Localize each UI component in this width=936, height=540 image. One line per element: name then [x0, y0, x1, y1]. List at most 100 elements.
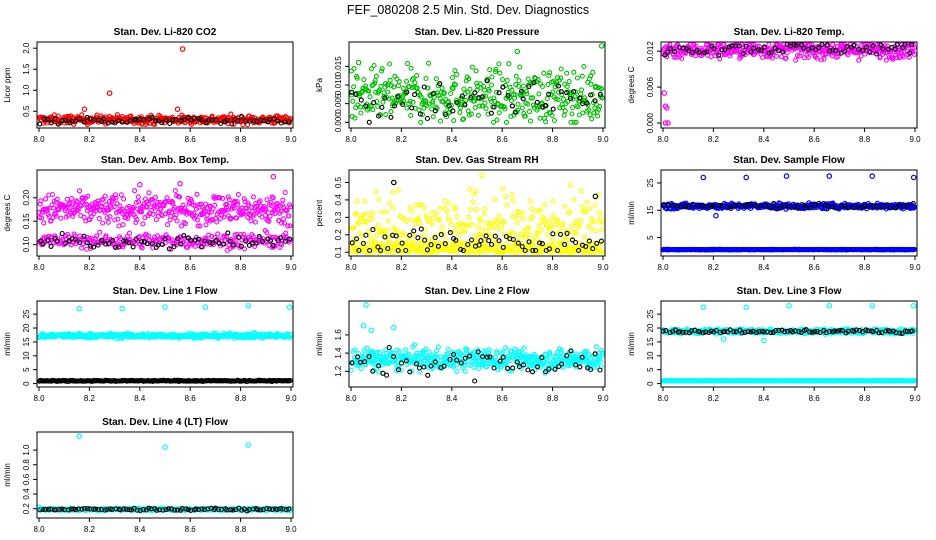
data-point-upper: [134, 217, 140, 223]
data-point-second: [531, 80, 537, 86]
data-point-upper: [503, 194, 509, 200]
data-point-second: [76, 116, 83, 122]
data-point-upper: [538, 227, 544, 233]
data-point-second: [743, 43, 749, 49]
x-tick-label: 8.6: [185, 263, 197, 272]
data-point-upper: [279, 220, 285, 226]
data-point-upper: [74, 199, 80, 205]
data-point-bulk: [366, 88, 372, 94]
data-point-bulk: [489, 74, 495, 80]
data-point-upper: [170, 200, 176, 206]
data-point-bulk: [569, 111, 575, 117]
data-point-second: [505, 92, 511, 98]
data-point-bulk: [351, 84, 357, 90]
data-point-second: [512, 109, 518, 115]
data-point-second: [371, 100, 377, 106]
data-point-upper: [439, 224, 445, 230]
data-point-bulk: [468, 111, 474, 117]
data-point-upper: [266, 218, 272, 224]
x-tick-label: 8.0: [33, 135, 45, 144]
data-point-upper: [270, 195, 276, 201]
data-point-bulk: [519, 105, 525, 111]
data-point-second: [358, 97, 364, 103]
data-point-bulk: [536, 91, 542, 97]
data-point-lower: [247, 236, 253, 243]
data-point-second: [769, 49, 775, 56]
data-point-upper: [194, 191, 200, 197]
x-tick-label: 9.0: [597, 263, 609, 272]
data-point-second: [909, 42, 915, 48]
data-point-bulk: [586, 107, 592, 113]
data-point-upper: [150, 211, 156, 217]
data-point-upper: [73, 198, 79, 204]
data-point-lower: [206, 232, 212, 238]
data-point-upper: [108, 205, 114, 211]
data-point-second: [363, 103, 369, 109]
data-point-upper: [389, 189, 396, 195]
data-point-second: [59, 118, 65, 124]
data-point-upper: [267, 213, 273, 219]
data-point-upper: [383, 209, 389, 215]
data-point-bulk: [439, 85, 445, 91]
data-point-lower: [232, 232, 238, 238]
data-point-upper: [510, 198, 516, 204]
y-tick-label: 0.5: [22, 105, 31, 117]
data-point-bulk: [433, 76, 439, 82]
data-point-bulk: [708, 54, 714, 60]
data-point-second: [755, 47, 761, 53]
data-point-outlier: [162, 304, 168, 311]
data-point-second: [370, 227, 376, 233]
data-point-lower: [116, 241, 122, 247]
data-point-bulk: [560, 96, 567, 102]
data-point-second: [159, 120, 165, 126]
data-point-lower: [92, 236, 98, 242]
data-point-bulk: [419, 112, 426, 118]
data-point-upper: [182, 221, 189, 227]
data-point-bulk: [543, 119, 549, 125]
data-point-bulk: [448, 102, 454, 108]
data-point-bulk: [769, 55, 775, 61]
data-point-bulk: [575, 104, 581, 110]
data-point-lower: [221, 233, 227, 239]
data-point-bulk: [358, 366, 364, 372]
y-axis-label: degrees C: [627, 66, 636, 103]
data-point-second: [170, 117, 176, 123]
data-point-second: [404, 89, 410, 95]
data-point-outlier: [479, 172, 485, 179]
data-point-upper: [151, 205, 157, 211]
x-tick-label: 8.6: [809, 263, 821, 272]
data-point-upper: [430, 215, 436, 221]
data-point-second: [546, 91, 552, 97]
data-point-bulk: [566, 79, 572, 85]
data-point-upper: [473, 207, 480, 213]
y-tick-label: 0.5: [334, 176, 343, 188]
data-point-second: [235, 118, 241, 124]
data-point-lower: [184, 244, 191, 251]
data-point-second: [203, 120, 209, 126]
data-point-upper: [482, 206, 488, 212]
data-point-bulk: [103, 121, 109, 127]
panel-title: Stan. Dev. Li-820 CO2: [114, 27, 217, 38]
data-point-bulk: [562, 108, 568, 114]
data-point-upper: [527, 198, 533, 204]
data-point-bulk: [383, 112, 389, 118]
x-tick-label: 8.0: [33, 394, 45, 403]
panel-title: Stan. Dev. Line 1 Flow: [113, 286, 218, 297]
data-point-second: [500, 84, 506, 90]
data-point-upper: [104, 215, 110, 221]
data-point-bulk: [473, 68, 479, 74]
x-tick-label: 8.2: [84, 135, 96, 144]
data-point-second: [740, 51, 746, 57]
data-point-bulk: [578, 87, 585, 93]
plot-frame: [660, 41, 918, 129]
data-point-second: [91, 117, 97, 123]
data-point-bulk: [476, 103, 483, 109]
data-point-bulk: [405, 61, 411, 67]
data-point-upper: [571, 197, 577, 203]
data-point-second: [282, 119, 288, 125]
data-point-bulk: [564, 70, 570, 76]
data-point-lower: [103, 233, 109, 239]
data-point-second: [191, 115, 197, 121]
data-point-second: [597, 91, 603, 97]
